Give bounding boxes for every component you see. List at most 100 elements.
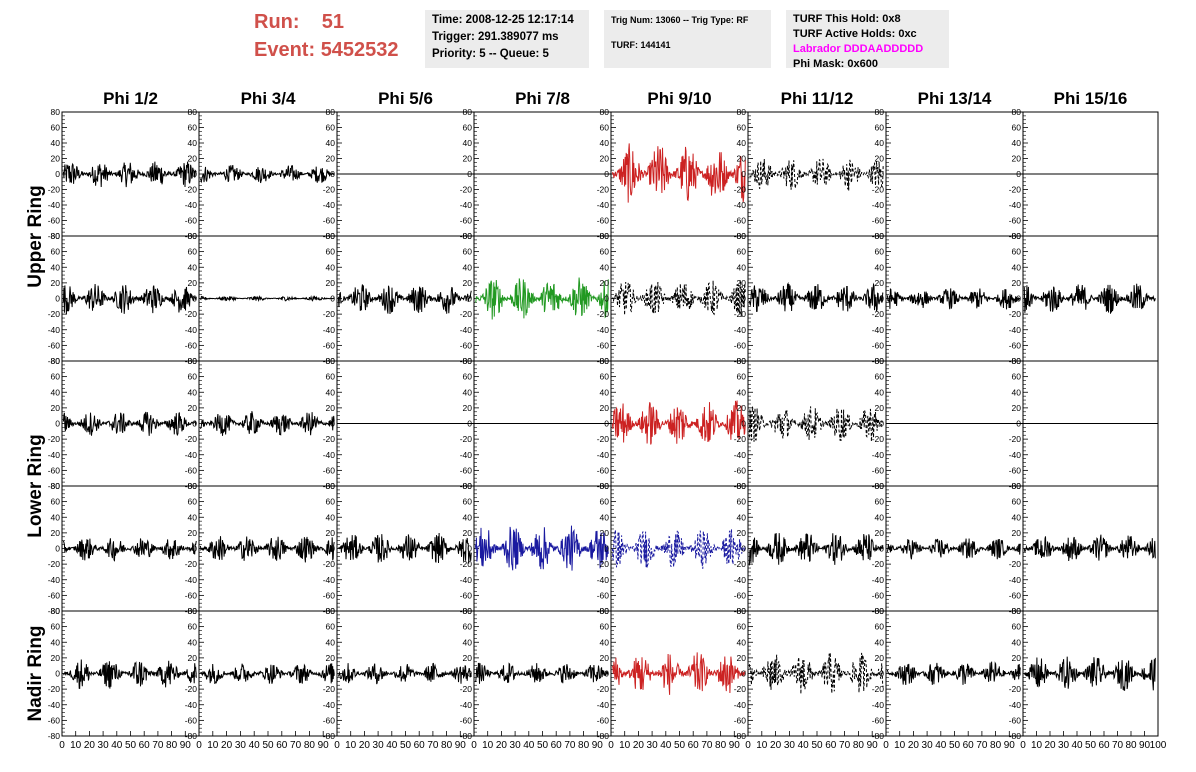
y-tick-label: 40 [188,637,198,647]
y-tick-label: 0 [741,294,746,304]
waveform-series [475,663,608,684]
y-tick-label: -40 [323,200,336,210]
x-tick-label: 10 [207,740,219,751]
y-tick-label: -60 [1009,590,1022,600]
y-tick-label: 80 [600,481,610,491]
y-tick-label: 40 [1012,138,1022,148]
y-tick-label: 60 [326,622,336,632]
x-tick-label: 50 [537,740,549,751]
x-tick-label: 50 [262,740,274,751]
y-tick-label: 60 [600,247,610,257]
y-tick-label: 40 [737,512,747,522]
y-tick-label: -60 [48,465,61,475]
y-tick-label: -20 [734,185,747,195]
x-tick-label: 0 [1020,740,1026,751]
x-tick-label: 40 [111,740,123,751]
column-header-1: Phi 1/2 [103,89,158,108]
x-tick-label: 40 [523,740,535,751]
y-tick-label: 40 [875,512,885,522]
y-tick-label: 40 [326,138,336,148]
y-tick-label: -20 [460,185,473,195]
y-tick-label: 60 [1012,247,1022,257]
x-tick-label: 30 [235,740,247,751]
waveform-series [200,165,334,183]
y-tick-label: 60 [51,622,61,632]
x-tick-label: 90 [318,740,330,751]
y-tick-label: 20 [875,528,885,538]
y-tick-label: -60 [597,715,610,725]
y-tick-label: -20 [185,434,198,444]
y-tick-label: 0 [1016,169,1021,179]
x-tick-label: 10 [1031,740,1043,751]
x-tick-label: 40 [249,740,261,751]
y-tick-label: 80 [737,107,747,117]
y-tick-label: 40 [326,637,336,647]
y-tick-label: 20 [326,154,336,164]
y-tick-label: -40 [597,575,610,585]
y-tick-label: 60 [600,123,610,133]
y-tick-label: -20 [48,559,61,569]
y-tick-label: 40 [51,262,61,272]
y-tick-label: 40 [326,512,336,522]
y-tick-label: 60 [1012,123,1022,133]
waveform-series [475,278,608,320]
y-tick-label: 80 [737,356,747,366]
y-tick-label: 0 [55,169,60,179]
y-tick-label: 0 [192,669,197,679]
y-tick-label: -20 [734,309,747,319]
y-tick-label: 20 [326,653,336,663]
y-tick-label: -60 [734,715,747,725]
column-header-4: Phi 7/8 [515,89,570,108]
y-tick-label: 0 [330,294,335,304]
y-tick-label: 40 [463,387,473,397]
y-tick-label: 20 [463,278,473,288]
y-tick-label: 80 [51,481,61,491]
y-tick-label: 0 [741,419,746,429]
x-tick-label: 0 [745,740,751,751]
y-tick-label: 20 [737,154,747,164]
y-tick-label: 0 [741,669,746,679]
y-tick-label: 80 [1012,481,1022,491]
x-tick-label: 90 [1004,740,1016,751]
y-tick-label: -60 [1009,340,1022,350]
y-tick-label: -60 [323,590,336,600]
y-tick-label: 0 [55,669,60,679]
y-tick-label: -60 [460,465,473,475]
y-tick-label: 60 [188,622,198,632]
y-tick-label: 40 [51,387,61,397]
x-tick-label: 80 [853,740,865,751]
y-tick-label: 20 [188,528,198,538]
y-tick-label: -60 [597,340,610,350]
x-tick-label: 40 [386,740,398,751]
y-tick-label: 60 [188,247,198,257]
y-tick-label: -60 [460,340,473,350]
y-tick-label: -60 [872,465,885,475]
y-tick-label: -20 [597,559,610,569]
x-tick-label: 60 [414,740,426,751]
waveform-series [612,652,745,695]
y-tick-label: 80 [875,107,885,117]
y-tick-label: 40 [188,138,198,148]
y-tick-label: -60 [597,590,610,600]
waveform-series [612,143,745,202]
y-tick-label: 80 [188,606,198,616]
x-tick-label: 0 [608,740,614,751]
y-tick-label: -60 [597,465,610,475]
x-tick-label: 20 [770,740,782,751]
y-tick-label: -20 [872,434,885,444]
x-tick-label: 0 [196,740,202,751]
y-tick-label: 20 [51,403,61,413]
y-tick-label: 0 [330,169,335,179]
y-tick-label: -40 [460,200,473,210]
y-tick-label: 20 [188,403,198,413]
waveform-series [63,538,196,560]
waveform-series [887,662,1020,685]
y-tick-label: -40 [597,450,610,460]
y-tick-label: 0 [879,169,884,179]
x-tick-label: 50 [949,740,961,751]
y-tick-label: -20 [185,559,198,569]
y-tick-label: 40 [51,637,61,647]
y-tick-label: -20 [734,559,747,569]
y-tick-label: 40 [188,512,198,522]
x-tick-label: 80 [441,740,453,751]
